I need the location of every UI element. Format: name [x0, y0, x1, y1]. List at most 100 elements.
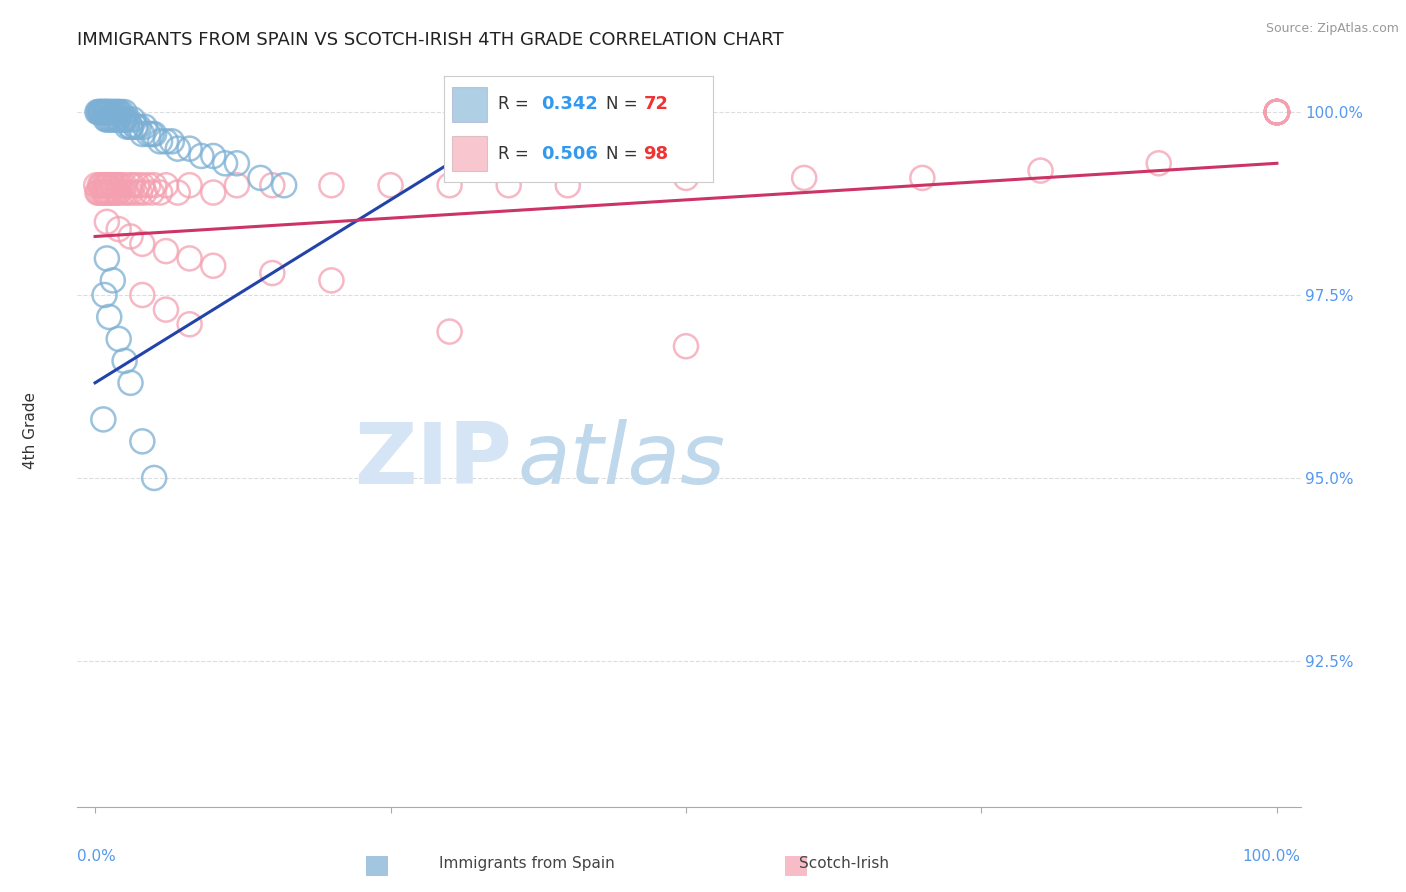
Point	[1265, 105, 1288, 120]
Point	[1265, 105, 1288, 120]
Point	[155, 244, 177, 259]
Point	[91, 105, 114, 120]
Point	[143, 471, 166, 485]
Point	[1265, 105, 1288, 120]
Point	[120, 120, 142, 134]
Point	[111, 112, 134, 127]
Point	[100, 178, 122, 193]
Point	[98, 178, 121, 193]
Point	[114, 112, 136, 127]
Point	[321, 273, 343, 287]
Point	[179, 318, 201, 332]
Point	[143, 127, 166, 141]
Point	[93, 105, 115, 120]
Text: 72: 72	[644, 95, 668, 113]
Point	[112, 186, 135, 200]
Point	[94, 186, 117, 200]
Point	[1265, 105, 1288, 120]
Text: 4th Grade: 4th Grade	[24, 392, 38, 469]
Text: Immigrants from Spain: Immigrants from Spain	[439, 856, 616, 871]
Text: Source: ZipAtlas.com: Source: ZipAtlas.com	[1265, 22, 1399, 36]
Point	[107, 222, 129, 236]
Point	[114, 178, 136, 193]
Point	[1265, 105, 1288, 120]
Point	[131, 288, 153, 302]
Point	[96, 105, 118, 120]
Point	[107, 178, 129, 193]
Point	[380, 178, 402, 193]
Point	[1265, 105, 1288, 120]
Point	[103, 112, 125, 127]
Text: R =: R =	[498, 145, 529, 162]
Point	[131, 127, 153, 141]
Point	[127, 178, 149, 193]
Point	[911, 170, 934, 185]
Point	[155, 134, 177, 148]
Point	[134, 120, 156, 134]
Point	[107, 332, 129, 346]
Point	[202, 149, 225, 163]
Point	[98, 105, 121, 120]
Point	[179, 142, 201, 156]
Point	[96, 112, 118, 127]
Point	[96, 178, 118, 193]
Point	[94, 112, 117, 127]
Text: 0.0%: 0.0%	[77, 848, 117, 863]
Point	[122, 112, 145, 127]
Point	[273, 178, 295, 193]
Point	[89, 105, 111, 120]
Text: N =: N =	[606, 145, 637, 162]
Point	[1265, 105, 1288, 120]
Point	[1265, 105, 1288, 120]
Point	[1029, 163, 1052, 178]
Point	[262, 178, 284, 193]
Point	[1265, 105, 1288, 120]
Point	[93, 288, 115, 302]
Point	[91, 105, 114, 120]
Point	[141, 127, 163, 141]
Point	[166, 142, 188, 156]
Point	[114, 105, 136, 120]
Point	[94, 178, 117, 193]
Point	[149, 134, 172, 148]
Point	[439, 178, 461, 193]
Text: 0.342: 0.342	[541, 95, 598, 113]
Point	[143, 178, 166, 193]
Point	[120, 186, 142, 200]
Point	[94, 105, 117, 120]
Point	[87, 186, 110, 200]
Point	[86, 105, 108, 120]
Point	[225, 178, 247, 193]
Point	[107, 105, 129, 120]
Point	[107, 105, 129, 120]
Point	[103, 178, 125, 193]
Point	[129, 186, 152, 200]
Point	[124, 186, 146, 200]
Point	[86, 186, 108, 200]
Text: IMMIGRANTS FROM SPAIN VS SCOTCH-IRISH 4TH GRADE CORRELATION CHART: IMMIGRANTS FROM SPAIN VS SCOTCH-IRISH 4T…	[77, 31, 785, 49]
Text: 98: 98	[644, 145, 669, 162]
Point	[1147, 156, 1170, 170]
Point	[1265, 105, 1288, 120]
Point	[262, 266, 284, 280]
Point	[1265, 105, 1288, 120]
Text: ZIP: ZIP	[354, 419, 512, 502]
Point	[96, 178, 118, 193]
FancyBboxPatch shape	[453, 136, 488, 171]
Point	[1265, 105, 1288, 120]
Point	[117, 112, 139, 127]
Point	[202, 259, 225, 273]
Point	[110, 105, 132, 120]
Point	[1265, 105, 1288, 120]
Point	[84, 178, 107, 193]
Point	[100, 105, 122, 120]
Point	[131, 236, 153, 251]
Point	[179, 252, 201, 266]
Point	[141, 186, 163, 200]
Point	[214, 156, 236, 170]
Point	[120, 120, 142, 134]
Point	[131, 178, 153, 193]
FancyBboxPatch shape	[453, 87, 488, 121]
Point	[97, 105, 120, 120]
Point	[179, 178, 201, 193]
